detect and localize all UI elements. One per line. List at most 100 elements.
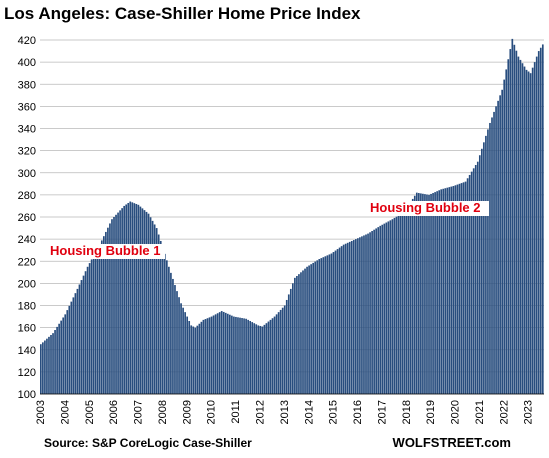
bar	[517, 56, 520, 394]
chart-title: Los Angeles: Case-Shiller Home Price Ind…	[4, 4, 361, 23]
bar	[350, 240, 353, 394]
bar	[198, 323, 201, 394]
x-tick-label: 2009	[181, 400, 193, 424]
bar	[103, 236, 105, 394]
bar	[66, 310, 69, 394]
bar	[127, 202, 130, 394]
bar	[452, 186, 455, 394]
bar	[442, 188, 445, 394]
bar	[529, 73, 532, 394]
bar	[533, 62, 536, 394]
bar	[235, 316, 237, 394]
bar	[466, 178, 469, 394]
bar	[42, 342, 44, 394]
bar	[438, 190, 441, 394]
bar	[70, 301, 73, 394]
bar	[271, 318, 274, 394]
bar	[255, 324, 258, 394]
bar	[88, 263, 91, 394]
bar	[535, 56, 538, 394]
bar	[298, 274, 300, 394]
bar	[170, 272, 172, 394]
bar	[131, 202, 134, 394]
bar	[62, 317, 65, 394]
bar	[310, 264, 312, 394]
bar	[111, 219, 113, 394]
bar	[257, 325, 260, 394]
bar	[265, 323, 268, 394]
bar	[369, 232, 371, 394]
bar	[190, 325, 193, 394]
bar	[436, 191, 438, 394]
bar	[308, 265, 310, 394]
y-tick-label: 360	[18, 101, 36, 113]
bar	[478, 155, 481, 394]
bar	[216, 313, 219, 394]
bar	[379, 225, 382, 394]
bar	[448, 187, 451, 394]
bar	[375, 228, 378, 394]
bar	[340, 246, 343, 394]
x-tick-label: 2004	[59, 400, 71, 424]
y-tick-label: 420	[18, 35, 36, 47]
y-tick-label: 240	[18, 234, 36, 246]
bar	[426, 194, 428, 394]
bar	[64, 314, 67, 394]
bar	[304, 268, 306, 394]
bar	[334, 250, 337, 394]
bar	[153, 224, 156, 394]
x-tick-label: 2013	[279, 400, 291, 424]
bar	[476, 161, 479, 394]
bar	[202, 319, 205, 394]
bar	[159, 240, 162, 394]
bar	[314, 261, 317, 394]
bar	[180, 303, 182, 394]
y-tick-label: 400	[18, 57, 36, 69]
x-tick-label: 2012	[254, 400, 266, 424]
bar	[422, 193, 424, 394]
bar	[365, 234, 367, 394]
bar	[267, 321, 270, 394]
y-tick-label: 280	[18, 190, 36, 202]
bar	[115, 214, 117, 394]
bar	[450, 186, 453, 394]
bar	[44, 340, 46, 394]
bar	[472, 168, 475, 394]
bar	[397, 215, 400, 394]
bar	[283, 305, 286, 394]
bar	[94, 252, 97, 394]
bar	[515, 50, 518, 394]
bar	[318, 259, 321, 394]
bar	[424, 194, 426, 394]
bar	[200, 321, 203, 394]
bar	[141, 208, 144, 394]
x-tick-label: 2022	[498, 400, 510, 424]
bar	[511, 38, 514, 395]
bar	[521, 63, 524, 394]
bar	[50, 335, 52, 394]
y-tick-label: 260	[18, 212, 36, 224]
bar	[251, 322, 254, 394]
bar	[413, 195, 416, 394]
bar	[145, 211, 148, 394]
bar	[76, 288, 79, 394]
bar	[196, 325, 199, 394]
bar	[352, 240, 355, 394]
x-tick-label: 2011	[230, 400, 242, 424]
bar	[184, 312, 186, 394]
bar	[98, 244, 101, 394]
x-tick-label: 2008	[157, 400, 169, 424]
bar	[401, 212, 404, 394]
bar	[456, 184, 459, 394]
bar	[322, 257, 325, 394]
x-tick-label: 2006	[108, 400, 120, 424]
bar	[454, 185, 457, 394]
bar	[440, 189, 443, 394]
bar	[462, 182, 465, 394]
bar	[430, 193, 432, 394]
bar	[40, 344, 42, 394]
bar	[501, 89, 504, 394]
bar	[147, 213, 150, 394]
bar	[222, 311, 225, 394]
y-tick-label: 100	[18, 389, 36, 401]
